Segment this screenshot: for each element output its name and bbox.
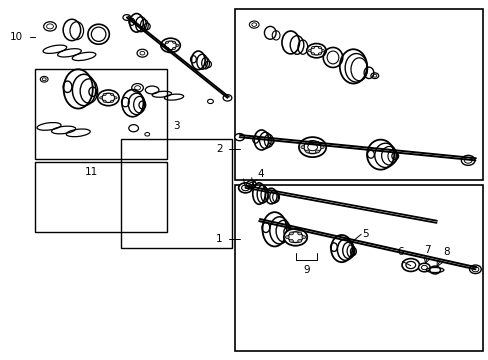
Circle shape	[306, 44, 325, 58]
Circle shape	[176, 44, 179, 46]
Text: 6: 6	[396, 247, 403, 257]
Circle shape	[300, 146, 304, 149]
Circle shape	[165, 48, 168, 49]
Text: 3: 3	[173, 121, 180, 131]
Circle shape	[307, 50, 310, 52]
Circle shape	[289, 232, 293, 235]
Circle shape	[172, 41, 175, 43]
Text: 10: 10	[10, 32, 23, 42]
Circle shape	[285, 236, 288, 239]
Circle shape	[321, 50, 324, 52]
Circle shape	[165, 41, 168, 43]
Text: 7: 7	[423, 245, 430, 255]
Circle shape	[305, 141, 309, 144]
Circle shape	[238, 183, 252, 193]
Text: 2: 2	[216, 144, 222, 154]
Circle shape	[162, 44, 165, 46]
Text: 1: 1	[216, 234, 222, 244]
Circle shape	[318, 46, 321, 49]
Circle shape	[305, 150, 309, 153]
Bar	[120, 139, 232, 248]
Circle shape	[98, 90, 119, 106]
Text: 5: 5	[362, 229, 368, 239]
Circle shape	[418, 263, 429, 272]
Text: 4: 4	[257, 169, 263, 179]
Circle shape	[110, 100, 113, 102]
Circle shape	[468, 265, 480, 274]
Circle shape	[298, 137, 325, 157]
Circle shape	[103, 93, 106, 95]
Circle shape	[311, 46, 314, 49]
Circle shape	[114, 97, 117, 99]
Circle shape	[234, 134, 244, 141]
Circle shape	[110, 93, 113, 95]
Circle shape	[297, 239, 301, 242]
Circle shape	[311, 53, 314, 55]
Circle shape	[172, 48, 175, 49]
Circle shape	[460, 156, 474, 165]
Bar	[35, 162, 166, 232]
Text: 11: 11	[84, 167, 98, 177]
Circle shape	[320, 146, 324, 149]
Circle shape	[223, 95, 231, 101]
Circle shape	[289, 239, 293, 242]
Text: 9: 9	[303, 265, 309, 275]
Circle shape	[315, 141, 319, 144]
Bar	[35, 69, 166, 158]
Circle shape	[297, 232, 301, 235]
Circle shape	[284, 229, 306, 246]
Circle shape	[301, 236, 305, 239]
Circle shape	[122, 15, 130, 20]
Circle shape	[161, 38, 180, 53]
Text: 8: 8	[442, 247, 448, 257]
Circle shape	[401, 258, 419, 271]
Circle shape	[103, 100, 106, 102]
Circle shape	[315, 150, 319, 153]
Circle shape	[100, 97, 102, 99]
Circle shape	[429, 266, 440, 274]
Bar	[234, 9, 482, 180]
Circle shape	[318, 53, 321, 55]
Bar	[234, 185, 482, 351]
